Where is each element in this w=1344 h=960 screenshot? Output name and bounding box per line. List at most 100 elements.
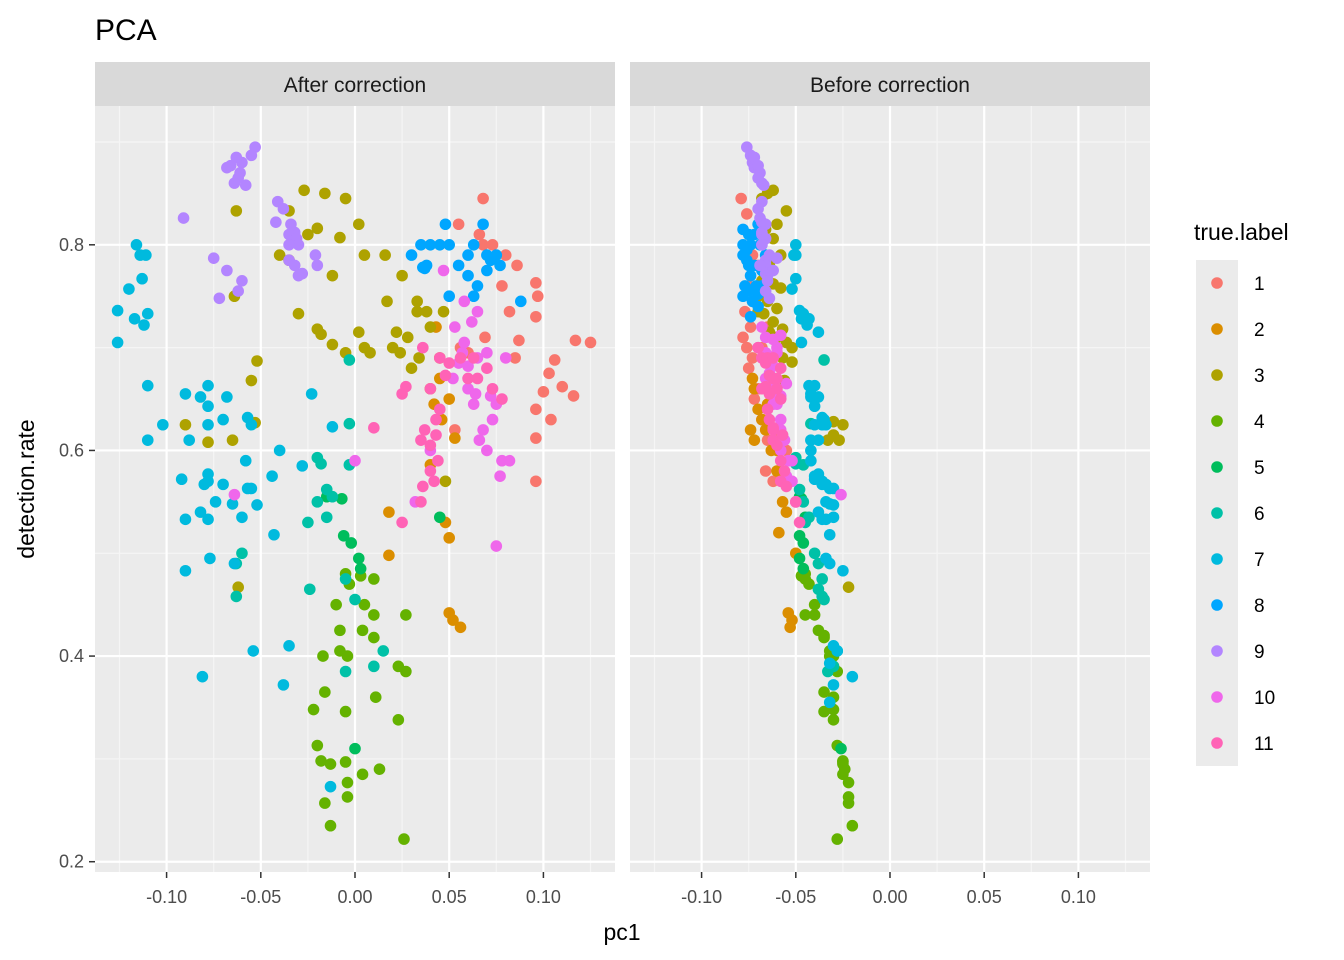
- data-point-label-7: [183, 434, 196, 446]
- data-point-label-2: [447, 614, 459, 626]
- data-point-label-11: [433, 352, 446, 364]
- data-point-label-4: [392, 714, 405, 726]
- data-point-label-2: [746, 372, 759, 385]
- legend-entry-label: 7: [1254, 550, 1265, 571]
- data-point-label-7: [196, 670, 209, 683]
- data-point-label-10: [473, 434, 486, 446]
- data-point-label-10: [458, 295, 471, 308]
- data-point-label-3: [273, 249, 286, 261]
- data-point-label-11: [752, 341, 764, 354]
- data-point-label-11: [418, 424, 431, 436]
- data-point-label-8: [481, 264, 493, 277]
- data-point-label-7: [239, 454, 252, 467]
- data-point-label-3: [319, 187, 331, 200]
- data-point-label-11: [780, 480, 793, 493]
- y-tick-label: 0.8: [59, 235, 84, 255]
- data-point-label-8: [433, 239, 446, 251]
- data-point-label-3: [379, 249, 391, 261]
- data-point-label-7: [789, 239, 802, 251]
- data-point-label-11: [486, 382, 499, 395]
- data-point-label-1: [584, 336, 597, 349]
- data-point-label-4: [356, 624, 369, 637]
- data-point-label-5: [349, 742, 361, 755]
- data-point-label-11: [771, 372, 783, 385]
- data-point-label-4: [799, 609, 812, 621]
- data-point-label-4: [818, 631, 830, 644]
- data-point-label-3: [381, 295, 393, 308]
- data-point-label-3: [786, 341, 798, 354]
- data-point-label-4: [818, 705, 830, 718]
- data-point-label-3: [315, 328, 327, 341]
- data-point-label-7: [324, 780, 337, 793]
- legend-entry-label: 10: [1254, 688, 1275, 709]
- data-point-label-11: [396, 516, 408, 529]
- data-point-label-7: [157, 418, 169, 431]
- data-point-label-1: [741, 341, 753, 354]
- data-point-label-10: [774, 413, 787, 426]
- legend-entry-label: 2: [1254, 320, 1265, 341]
- data-point-label-1: [511, 259, 523, 272]
- data-point-label-1: [513, 334, 525, 347]
- data-point-label-7: [128, 313, 141, 325]
- data-point-label-6: [236, 547, 248, 560]
- data-point-label-7: [175, 473, 188, 486]
- data-point-label-10: [349, 454, 361, 467]
- data-point-label-2: [780, 506, 793, 518]
- data-point-label-3: [390, 326, 403, 339]
- data-point-label-7: [846, 670, 859, 683]
- data-point-label-3: [837, 418, 849, 431]
- x-tick-label: 0.05: [967, 887, 1002, 907]
- data-point-label-10: [481, 444, 493, 457]
- data-point-label-7: [217, 478, 229, 491]
- legend-key-dot: [1211, 507, 1223, 519]
- data-point-label-11: [467, 352, 480, 364]
- panel-points: [111, 141, 597, 845]
- data-point-label-10: [437, 264, 450, 277]
- data-point-label-11: [424, 382, 437, 395]
- data-point-label-1: [530, 310, 542, 323]
- data-point-label-8: [439, 218, 452, 231]
- data-point-label-7: [130, 239, 143, 251]
- data-point-label-11: [778, 465, 791, 477]
- data-point-label-3: [251, 355, 263, 367]
- data-point-label-2: [454, 621, 467, 634]
- data-point-label-9: [752, 203, 764, 215]
- data-point-label-10: [467, 398, 480, 410]
- data-point-label-9: [767, 264, 779, 277]
- data-point-label-11: [471, 372, 484, 385]
- data-point-label-3: [394, 346, 407, 359]
- data-point-label-7: [795, 336, 808, 349]
- data-point-label-7: [202, 400, 214, 413]
- data-point-label-10: [466, 316, 478, 328]
- data-point-label-7: [273, 444, 286, 457]
- data-point-label-1: [530, 475, 542, 488]
- data-point-label-7: [204, 552, 216, 565]
- data-point-label-7: [803, 313, 815, 325]
- data-point-label-8: [443, 290, 456, 303]
- data-point-label-9: [236, 274, 248, 287]
- data-point-label-8: [744, 239, 757, 251]
- data-point-label-8: [467, 239, 480, 251]
- data-point-label-1: [567, 390, 580, 402]
- data-point-label-4: [827, 714, 840, 726]
- data-point-label-7: [827, 499, 840, 511]
- data-point-label-7: [221, 391, 233, 403]
- data-point-label-6: [303, 583, 316, 596]
- legend-entry-label: 4: [1254, 412, 1265, 433]
- data-point-label-10: [462, 360, 474, 372]
- data-point-label-11: [433, 403, 446, 416]
- data-point-label-8: [467, 290, 480, 303]
- data-point-label-9: [771, 252, 783, 264]
- data-point-label-8: [462, 249, 474, 261]
- data-point-label-11: [496, 393, 508, 405]
- data-point-label-5: [793, 552, 806, 565]
- data-point-label-11: [774, 362, 787, 374]
- data-point-label-8: [415, 239, 427, 251]
- data-point-label-11: [424, 465, 437, 477]
- data-point-label-7: [236, 511, 248, 524]
- data-point-label-9: [288, 259, 301, 272]
- data-point-label-9: [761, 274, 774, 287]
- x-axis-before-correction: -0.10 -0.05 0.00 0.05 0.10: [681, 872, 1096, 907]
- data-point-label-7: [111, 304, 124, 317]
